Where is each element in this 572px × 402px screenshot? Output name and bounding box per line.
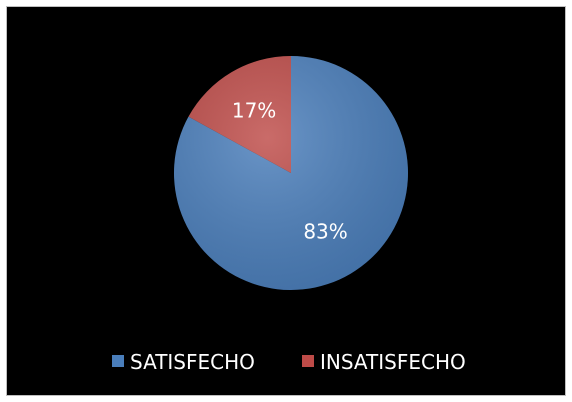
data-label-insatisfecho: 17% [232, 99, 276, 123]
legend-swatch-satisfecho [112, 355, 124, 367]
pie-chart: 83% 17% SATISFECHO INSATISFECHO [112, 56, 466, 374]
legend-swatch-insatisfecho [302, 355, 314, 367]
pie-shading [174, 56, 408, 290]
data-label-satisfecho: 83% [303, 219, 347, 243]
legend-label-insatisfecho: INSATISFECHO [320, 350, 466, 374]
legend-label-satisfecho: SATISFECHO [130, 350, 255, 374]
chart-frame: 83% 17% SATISFECHO INSATISFECHO [6, 6, 566, 396]
